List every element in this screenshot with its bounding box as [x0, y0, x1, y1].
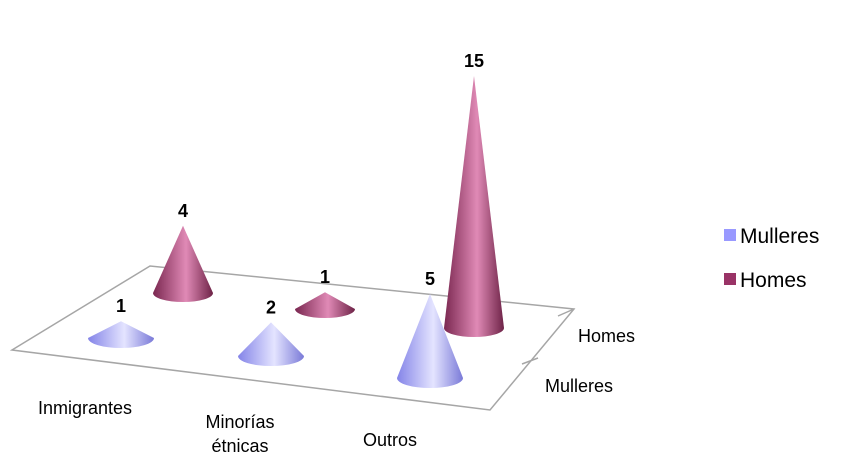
- cone-mulleres-1: [238, 322, 304, 366]
- data-label-homes-2: 15: [464, 51, 484, 71]
- legend-swatch-homes: [724, 273, 736, 285]
- category-label-0: Inmigrantes: [38, 398, 132, 418]
- cone-mulleres-0: [88, 321, 154, 348]
- cone-homes-2: [444, 76, 504, 337]
- category-axis: Inmigrantes Minorías étnicas Outros: [38, 398, 417, 456]
- depth-label-homes: Homes: [578, 326, 635, 346]
- data-label-homes-1: 1: [320, 267, 330, 287]
- cone-series-group: [88, 76, 504, 388]
- data-label-mulleres-0: 1: [116, 296, 126, 316]
- legend-label-homes: Homes: [740, 269, 807, 292]
- category-label-2: Outros: [363, 430, 417, 450]
- data-label-mulleres-1: 2: [266, 297, 276, 317]
- depth-label-mulleres: Mulleres: [545, 376, 613, 396]
- category-label-1: Minorías étnicas: [205, 412, 274, 456]
- data-labels: 4 1 15 1 2 5: [116, 51, 484, 317]
- cone-homes-1: [295, 292, 355, 318]
- cone-mulleres-2: [397, 294, 463, 388]
- depth-axis-tick: [557, 308, 575, 317]
- depth-axis: Homes Mulleres: [545, 326, 635, 396]
- data-label-homes-0: 4: [178, 201, 188, 221]
- cone-homes-0: [153, 225, 213, 302]
- depth-axis-tick: [521, 357, 539, 365]
- legend-swatch-mulleres: [724, 229, 736, 241]
- legend-label-mulleres: Mulleres: [740, 225, 819, 248]
- data-label-mulleres-2: 5: [425, 269, 435, 289]
- legend: Mulleres Homes: [724, 225, 819, 292]
